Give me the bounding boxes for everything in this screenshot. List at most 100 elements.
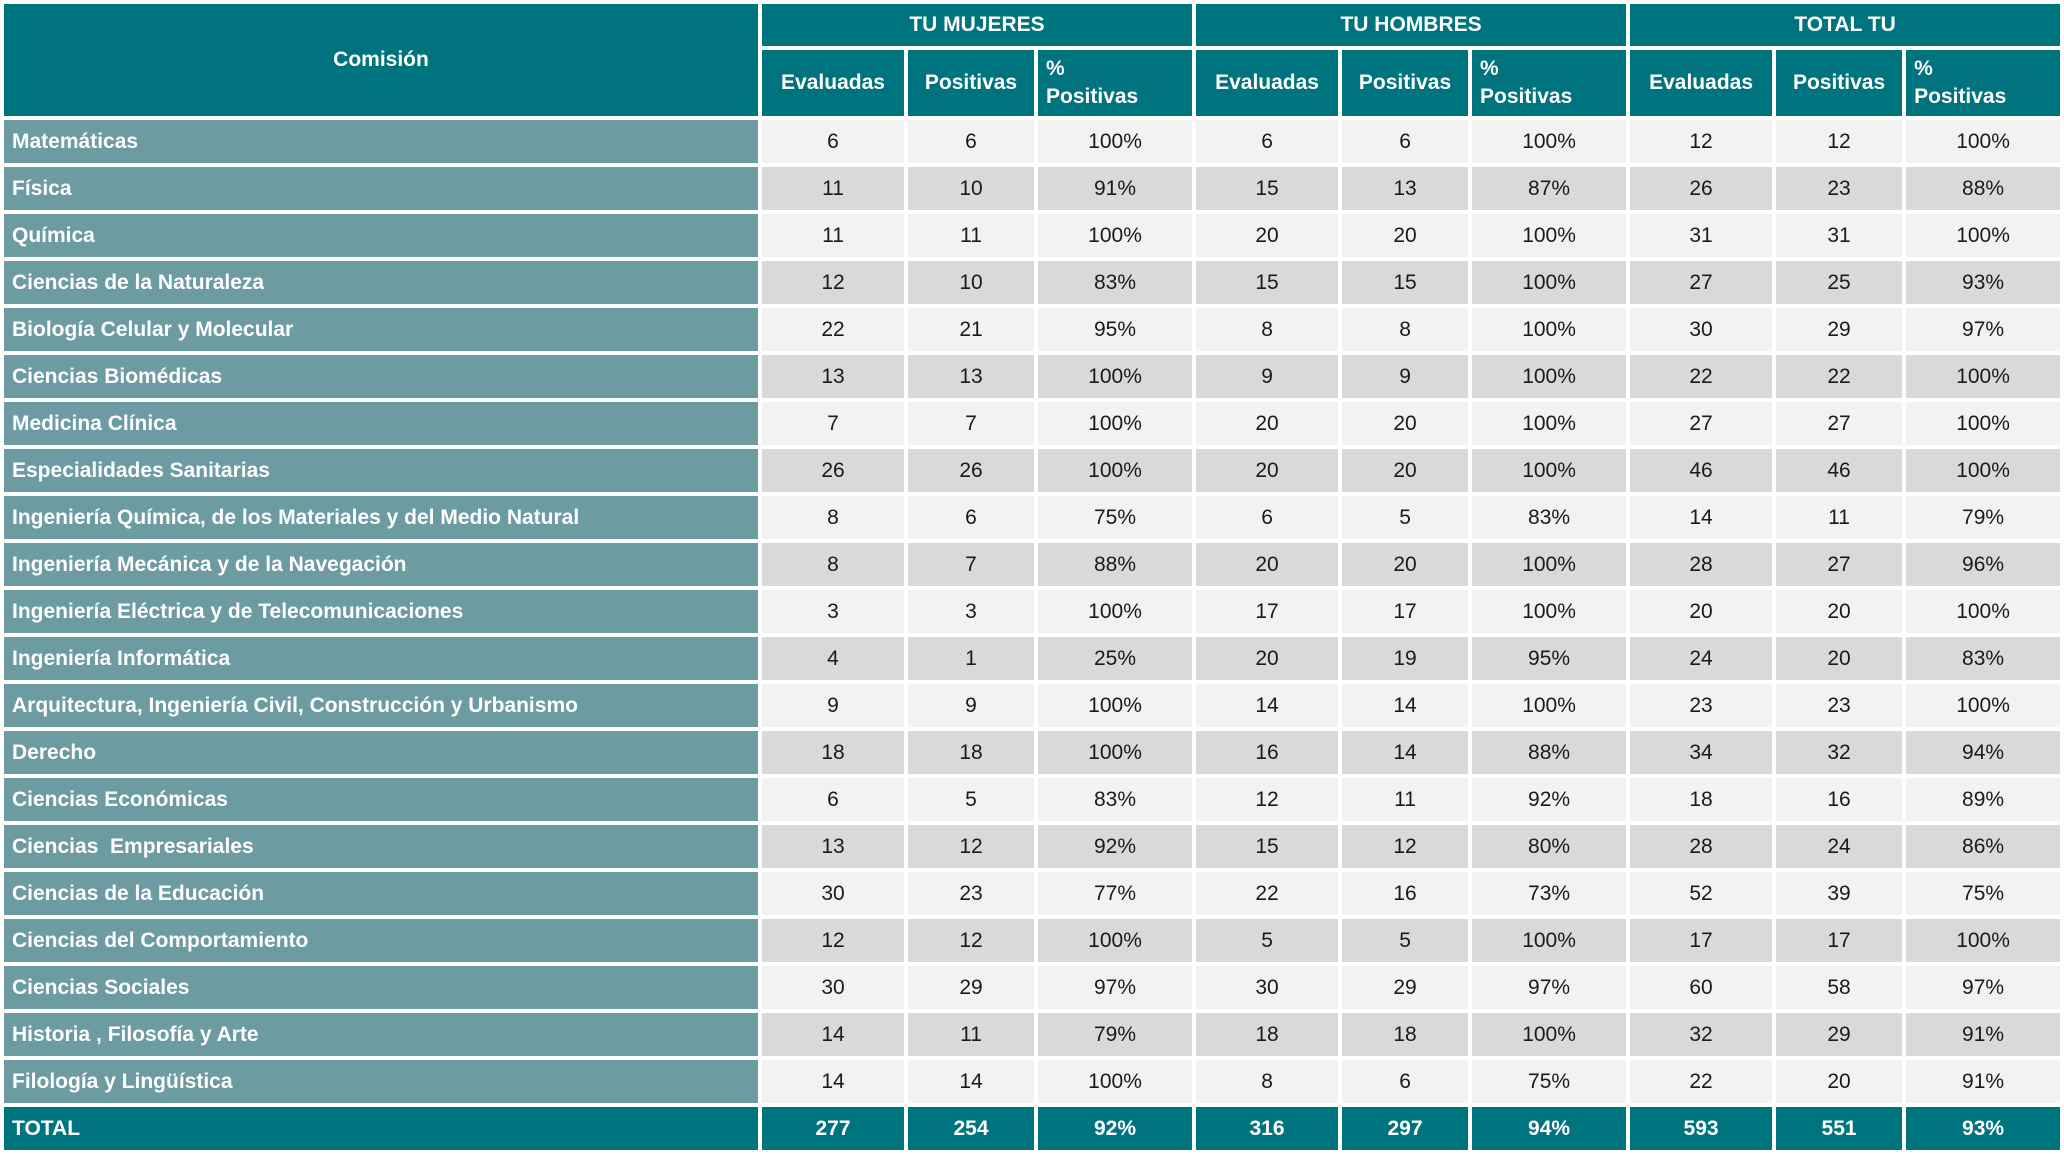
cell-value: 100% <box>1038 120 1193 163</box>
cell-value: 6 <box>1196 120 1339 163</box>
table-row: Ciencias Biomédicas 13 13 100% 9 9 100% 22 22 100… <box>4 355 2061 398</box>
table-row: Ciencias Empresariales 13 12 92% 15 12 80% 28 24… <box>4 825 2061 868</box>
total-cell-value: 316 <box>1196 1107 1339 1150</box>
cell-value: 83% <box>1906 637 2061 680</box>
cell-value: 8 <box>762 543 904 586</box>
cell-value: 100% <box>1472 1013 1627 1056</box>
cell-value: 11 <box>908 1013 1034 1056</box>
cell-value: 86% <box>1906 825 2061 868</box>
cell-value: 12 <box>1196 778 1339 821</box>
subheader-mujeres-pct-positivas: % Positivas <box>1038 50 1193 116</box>
table-row: Arquitectura, Ingeniería Civil, Construc… <box>4 684 2061 727</box>
table-row: Ingeniería Química, de los Materiales y … <box>4 496 2061 539</box>
cell-value: 14 <box>762 1060 904 1103</box>
cell-value: 15 <box>1196 825 1339 868</box>
table-row: Matemáticas 6 6 100% 6 6 100% 12 12 100% <box>4 120 2061 163</box>
total-cell-value: 93% <box>1906 1107 2061 1150</box>
cell-value: 22 <box>1776 355 1903 398</box>
cell-value: 100% <box>1472 120 1627 163</box>
cell-value: 22 <box>1630 1060 1773 1103</box>
cell-value: 31 <box>1776 214 1903 257</box>
cell-value: 20 <box>1776 590 1903 633</box>
cell-value: 20 <box>1342 402 1469 445</box>
cell-value: 91% <box>1038 167 1193 210</box>
group-header-tu-mujeres: TU MUJERES <box>762 4 1193 46</box>
cell-value: 19 <box>1342 637 1469 680</box>
cell-value: 100% <box>1038 590 1193 633</box>
row-label: Ciencias del Comportamiento <box>4 919 758 962</box>
cell-value: 22 <box>762 308 904 351</box>
cell-value: 60 <box>1630 966 1773 1009</box>
cell-value: 100% <box>1472 684 1627 727</box>
cell-value: 15 <box>1342 261 1469 304</box>
row-label: Química <box>4 214 758 257</box>
cell-value: 100% <box>1472 543 1627 586</box>
total-cell-value: 551 <box>1776 1107 1903 1150</box>
cell-value: 22 <box>1196 872 1339 915</box>
cell-value: 18 <box>1342 1013 1469 1056</box>
cell-value: 83% <box>1038 261 1193 304</box>
cell-value: 14 <box>1342 684 1469 727</box>
table-row: Especialidades Sanitarias 26 26 100% 20 20 100… <box>4 449 2061 492</box>
cell-value: 5 <box>1342 496 1469 539</box>
table-row: Química 11 11 100% 20 20 100% 31 31 100% <box>4 214 2061 257</box>
total-row-label: TOTAL <box>4 1107 758 1150</box>
cell-value: 6 <box>1342 120 1469 163</box>
subheader-hombres-pct-positivas: % Positivas <box>1472 50 1627 116</box>
cell-value: 73% <box>1472 872 1627 915</box>
cell-value: 5 <box>1196 919 1339 962</box>
cell-value: 100% <box>1906 449 2061 492</box>
cell-value: 17 <box>1196 590 1339 633</box>
cell-value: 77% <box>1038 872 1193 915</box>
column-header-comision: Comisión <box>4 4 758 116</box>
cell-value: 10 <box>908 261 1034 304</box>
cell-value: 18 <box>762 731 904 774</box>
cell-value: 87% <box>1472 167 1627 210</box>
cell-value: 7 <box>762 402 904 445</box>
cell-value: 89% <box>1906 778 2061 821</box>
cell-value: 6 <box>1196 496 1339 539</box>
cell-value: 13 <box>908 355 1034 398</box>
group-header-tu-hombres: TU HOMBRES <box>1196 4 1627 46</box>
cell-value: 11 <box>1776 496 1903 539</box>
cell-value: 15 <box>1196 261 1339 304</box>
row-label: Biología Celular y Molecular <box>4 308 758 351</box>
cell-value: 28 <box>1630 825 1773 868</box>
row-label: Filología y Lingüística <box>4 1060 758 1103</box>
cell-value: 100% <box>1472 449 1627 492</box>
table-row: Derecho 18 18 100% 16 14 88% 34 32 94% <box>4 731 2061 774</box>
cell-value: 16 <box>1196 731 1339 774</box>
row-label: Ciencias de la Educación <box>4 872 758 915</box>
total-cell-value: 277 <box>762 1107 904 1150</box>
row-label: Historia , Filosofía y Arte <box>4 1013 758 1056</box>
row-label: Ingeniería Química, de los Materiales y … <box>4 496 758 539</box>
cell-value: 13 <box>762 825 904 868</box>
cell-value: 32 <box>1776 731 1903 774</box>
cell-value: 14 <box>1196 684 1339 727</box>
cell-value: 1 <box>908 637 1034 680</box>
cell-value: 28 <box>1630 543 1773 586</box>
row-label: Ciencias Sociales <box>4 966 758 1009</box>
cell-value: 97% <box>1038 966 1193 1009</box>
table-row: Biología Celular y Molecular 22 21 95% 8 8 100… <box>4 308 2061 351</box>
cell-value: 15 <box>1196 167 1339 210</box>
cell-value: 24 <box>1776 825 1903 868</box>
cell-value: 46 <box>1776 449 1903 492</box>
cell-value: 14 <box>908 1060 1034 1103</box>
cell-value: 6 <box>1342 1060 1469 1103</box>
cell-value: 100% <box>1472 590 1627 633</box>
cell-value: 88% <box>1472 731 1627 774</box>
cell-value: 91% <box>1906 1013 2061 1056</box>
cell-value: 9 <box>762 684 904 727</box>
cell-value: 95% <box>1472 637 1627 680</box>
cell-value: 100% <box>1906 120 2061 163</box>
cell-value: 100% <box>1472 919 1627 962</box>
cell-value: 100% <box>1038 919 1193 962</box>
row-label: Ingeniería Eléctrica y de Telecomunicaci… <box>4 590 758 633</box>
table-row: Ingeniería Informática 4 1 25% 20 19 95% 24 20 83… <box>4 637 2061 680</box>
cell-value: 27 <box>1776 402 1903 445</box>
cell-value: 97% <box>1906 308 2061 351</box>
cell-value: 20 <box>1196 214 1339 257</box>
cell-value: 100% <box>1906 684 2061 727</box>
cell-value: 100% <box>1906 919 2061 962</box>
